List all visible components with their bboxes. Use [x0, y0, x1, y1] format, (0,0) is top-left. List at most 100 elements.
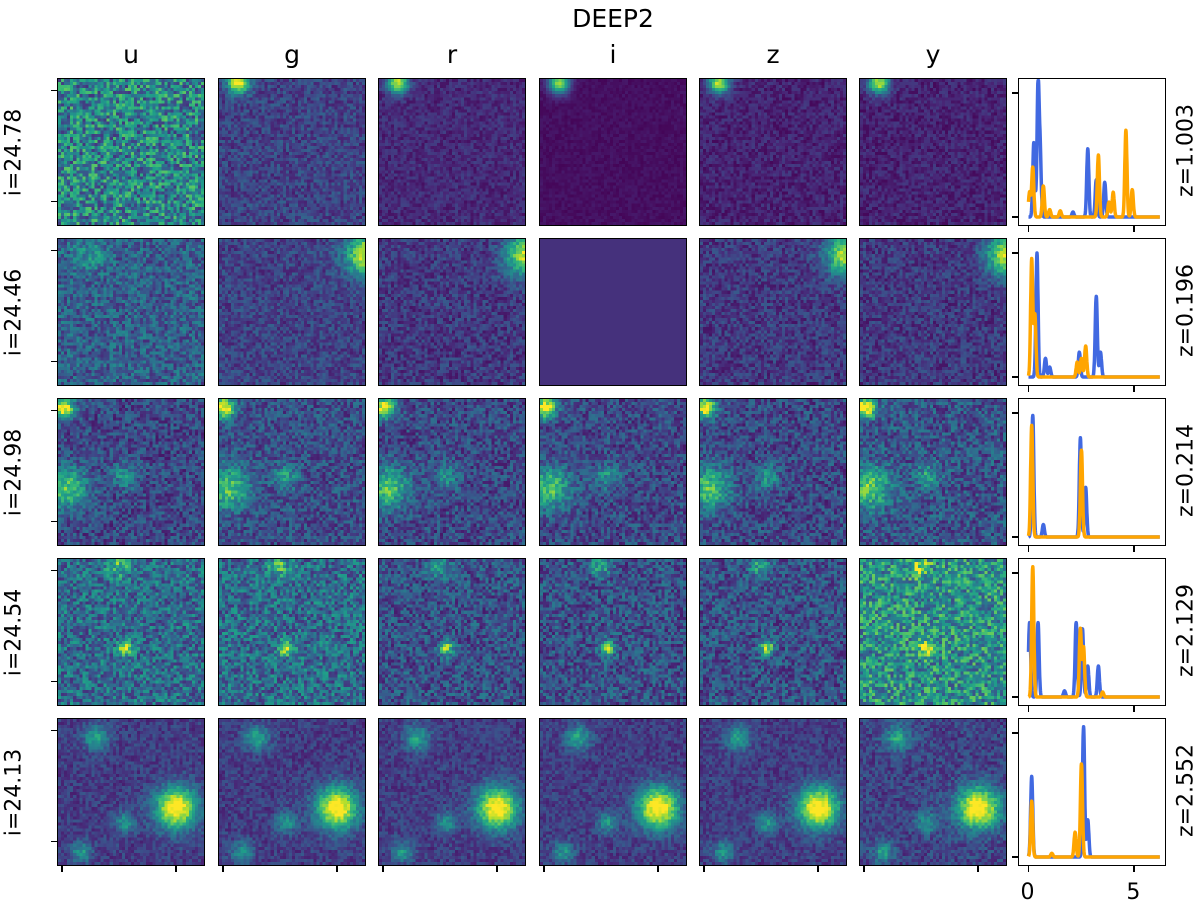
cutout-image-i [539, 398, 687, 546]
cutout-pixels [219, 239, 365, 385]
cutout-pixels [379, 399, 525, 545]
cutout-pixels [58, 719, 204, 865]
cutout-image-y [859, 238, 1007, 386]
cutout-image-i [539, 558, 687, 706]
y-tick [51, 520, 57, 523]
row-magnitude-label: i=24.98 [1, 428, 27, 517]
y-tick [51, 89, 57, 92]
y-tick [1012, 412, 1018, 414]
y-tick [1012, 732, 1018, 734]
y-tick [1012, 216, 1018, 218]
row-redshift-label: z=2.552 [1173, 744, 1199, 837]
cutout-image-z [699, 558, 847, 706]
y-tick [1012, 572, 1018, 574]
cutout-image-u [57, 558, 205, 706]
row-redshift-label: z=2.129 [1173, 584, 1199, 677]
x-tick-label: 5 [1126, 880, 1141, 905]
cutout-image-y [859, 718, 1007, 866]
x-tick [1133, 386, 1135, 392]
cutout-image-r [378, 238, 526, 386]
cutout-pixels [860, 719, 1006, 865]
cutout-pixels [700, 79, 846, 225]
cutout-image-z [699, 718, 847, 866]
cutout-image-i [539, 78, 687, 226]
cutout-image-r [378, 558, 526, 706]
row-redshift-label: z=0.214 [1173, 424, 1199, 517]
x-tick [1027, 226, 1030, 232]
pdf-line-blue [1026, 78, 1162, 219]
row-magnitude-label: i=24.46 [1, 268, 27, 357]
cutout-pixels [58, 399, 204, 545]
y-tick [1012, 536, 1018, 538]
cutout-image-r [378, 398, 526, 546]
pdf-line-blue [1026, 725, 1162, 859]
cutout-pixels [219, 719, 365, 865]
x-tick [703, 866, 705, 872]
cutout-image-u [57, 718, 205, 866]
figure-title: DEEP2 [572, 4, 654, 33]
band-label-g: g [284, 40, 300, 69]
cutout-pixels [540, 719, 686, 865]
x-tick-label: 0 [1020, 880, 1035, 905]
cutout-pixels [860, 239, 1006, 385]
cutout-pixels [379, 719, 525, 865]
row-redshift-label: z=0.196 [1173, 264, 1199, 357]
row-magnitude-label: i=24.54 [1, 588, 27, 677]
pdf-line-blue [1026, 413, 1162, 539]
y-tick [1012, 696, 1018, 698]
cutout-image-z [699, 238, 847, 386]
y-tick [51, 360, 57, 363]
cutout-pixels [379, 79, 525, 225]
cutout-image-u [57, 78, 205, 226]
cutout-pixels [379, 239, 525, 385]
band-label-i: i [609, 40, 617, 69]
pdf-line-orange [1026, 256, 1162, 379]
redshift-pdf-plot [1018, 718, 1166, 866]
pdf-axes [1026, 565, 1162, 699]
cutout-pixels [540, 79, 686, 225]
cutout-pixels [700, 239, 846, 385]
pdf-axes [1026, 251, 1162, 379]
cutout-pixels [219, 399, 365, 545]
x-tick [1133, 706, 1135, 712]
x-tick [1133, 546, 1135, 552]
x-tick [1027, 386, 1030, 392]
cutout-image-i [539, 238, 687, 386]
y-tick [51, 569, 57, 572]
cutout-pixels [700, 559, 846, 705]
cutout-image-y [859, 398, 1007, 546]
cutout-image-r [378, 78, 526, 226]
cutout-pixels [860, 79, 1006, 225]
pdf-line-orange [1026, 128, 1162, 219]
redshift-pdf-plot [1018, 398, 1166, 546]
band-label-u: u [123, 40, 139, 69]
pdf-line-orange [1026, 762, 1162, 859]
cutout-pixels [540, 239, 686, 385]
y-tick [51, 200, 57, 203]
y-tick [1012, 856, 1018, 858]
cutout-image-u [57, 238, 205, 386]
cutout-image-g [218, 398, 366, 546]
cutout-image-g [218, 718, 366, 866]
x-tick [1027, 546, 1030, 552]
redshift-pdf-plot [1018, 78, 1166, 226]
pdf-line-orange [1026, 565, 1162, 699]
pdf-axes [1026, 725, 1162, 859]
x-tick [61, 866, 63, 872]
cutout-image-r [378, 718, 526, 866]
x-tick [1027, 706, 1030, 712]
cutout-image-g [218, 558, 366, 706]
cutout-image-z [699, 398, 847, 546]
cutout-pixels [219, 559, 365, 705]
cutout-pixels [58, 239, 204, 385]
cutout-pixels [540, 399, 686, 545]
x-tick [863, 866, 865, 872]
band-label-r: r [446, 40, 458, 69]
pdf-axes [1026, 78, 1162, 219]
x-tick [382, 866, 384, 872]
x-tick [222, 866, 224, 872]
redshift-pdf-plot [1018, 238, 1166, 386]
x-tick [817, 866, 819, 872]
pdf-line-blue [1026, 620, 1162, 699]
